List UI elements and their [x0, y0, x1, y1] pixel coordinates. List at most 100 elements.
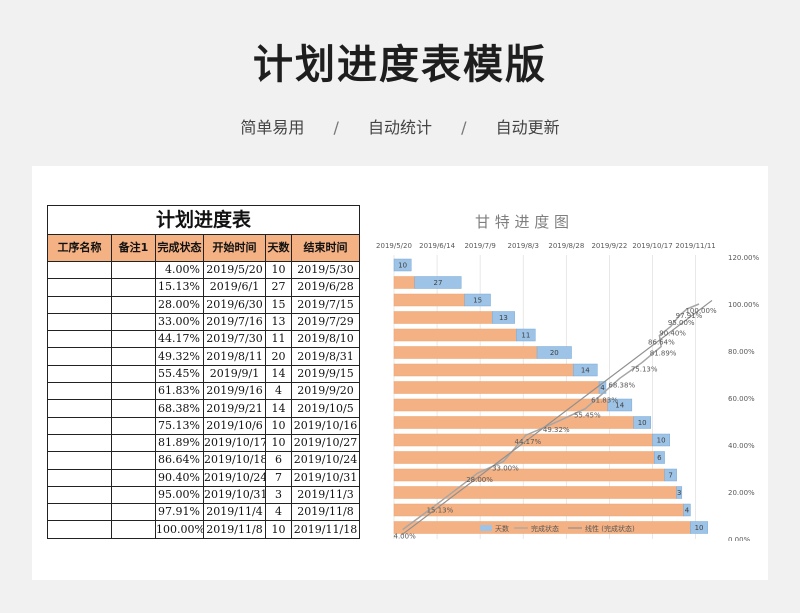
end-date-cell[interactable]: 2019/9/20 — [290, 382, 361, 401]
start-date-cell[interactable]: 2019/6/30 — [203, 295, 266, 314]
status-cell[interactable]: 81.89% — [155, 433, 204, 453]
days-cell[interactable]: 10 — [265, 520, 292, 539]
status-cell[interactable]: 75.13% — [155, 416, 204, 435]
days-cell[interactable]: 11 — [265, 330, 292, 349]
process-name-cell[interactable] — [47, 416, 112, 435]
process-name-cell[interactable] — [47, 260, 112, 280]
status-cell[interactable]: 95.00% — [155, 485, 204, 505]
status-cell[interactable]: 100.00% — [155, 520, 204, 539]
process-name-cell[interactable] — [47, 485, 112, 505]
note-cell[interactable] — [111, 416, 156, 435]
days-cell[interactable]: 13 — [265, 312, 292, 332]
end-date-cell[interactable]: 2019/8/31 — [290, 347, 361, 366]
note-cell[interactable] — [111, 312, 156, 332]
process-name-cell[interactable] — [47, 364, 112, 384]
start-date-cell[interactable]: 2019/10/18 — [203, 451, 266, 470]
completion-label: 49.32% — [543, 426, 570, 434]
process-name-cell[interactable] — [47, 451, 112, 470]
days-cell[interactable]: 7 — [265, 468, 292, 487]
start-date-cell[interactable]: 2019/11/4 — [203, 503, 266, 522]
end-date-cell[interactable]: 2019/10/31 — [290, 468, 361, 487]
status-cell[interactable]: 55.45% — [155, 364, 204, 384]
days-cell[interactable]: 4 — [265, 382, 292, 401]
note-cell[interactable] — [111, 278, 156, 297]
note-cell[interactable] — [111, 295, 156, 314]
start-date-cell[interactable]: 2019/11/8 — [203, 520, 266, 539]
days-cell[interactable]: 4 — [265, 503, 292, 522]
end-date-cell[interactable]: 2019/6/28 — [290, 278, 361, 297]
start-date-cell[interactable]: 2019/5/20 — [203, 260, 266, 280]
end-date-cell[interactable]: 2019/7/29 — [290, 312, 361, 332]
end-date-cell[interactable]: 2019/11/8 — [290, 503, 361, 522]
note-cell[interactable] — [111, 520, 156, 539]
start-date-cell[interactable]: 2019/8/11 — [203, 347, 266, 366]
end-date-cell[interactable]: 2019/9/15 — [290, 364, 361, 384]
process-name-cell[interactable] — [47, 347, 112, 366]
days-cell[interactable]: 14 — [265, 399, 292, 418]
status-cell[interactable]: 28.00% — [155, 295, 204, 314]
days-cell[interactable]: 27 — [265, 278, 292, 297]
status-cell[interactable]: 33.00% — [155, 312, 204, 332]
days-cell[interactable]: 6 — [265, 451, 292, 470]
note-cell[interactable] — [111, 330, 156, 349]
days-cell[interactable]: 10 — [265, 433, 292, 453]
process-name-cell[interactable] — [47, 295, 112, 314]
process-name-cell[interactable] — [47, 503, 112, 522]
start-date-cell[interactable]: 2019/7/16 — [203, 312, 266, 332]
status-cell[interactable]: 15.13% — [155, 278, 204, 297]
end-date-cell[interactable]: 2019/10/27 — [290, 433, 361, 453]
end-date-cell[interactable]: 2019/10/24 — [290, 451, 361, 470]
note-cell[interactable] — [111, 468, 156, 487]
note-cell[interactable] — [111, 260, 156, 280]
status-cell[interactable]: 61.83% — [155, 382, 204, 401]
end-date-cell[interactable]: 2019/11/3 — [290, 485, 361, 505]
start-date-cell[interactable]: 2019/9/1 — [203, 364, 266, 384]
note-cell[interactable] — [111, 451, 156, 470]
start-date-cell[interactable]: 2019/10/24 — [203, 468, 266, 487]
start-date-cell[interactable]: 2019/9/16 — [203, 382, 266, 401]
process-name-cell[interactable] — [47, 382, 112, 401]
end-date-cell[interactable]: 2019/10/5 — [290, 399, 361, 418]
days-cell[interactable]: 14 — [265, 364, 292, 384]
days-cell[interactable]: 20 — [265, 347, 292, 366]
process-name-cell[interactable] — [47, 278, 112, 297]
end-date-cell[interactable]: 2019/7/15 — [290, 295, 361, 314]
start-date-cell[interactable]: 2019/10/6 — [203, 416, 266, 435]
note-cell[interactable] — [111, 503, 156, 522]
status-cell[interactable]: 86.64% — [155, 451, 204, 470]
process-name-cell[interactable] — [47, 520, 112, 539]
start-date-cell[interactable]: 2019/10/31 — [203, 485, 266, 505]
status-cell[interactable]: 90.40% — [155, 468, 204, 487]
start-date-cell[interactable]: 2019/7/30 — [203, 330, 266, 349]
note-cell[interactable] — [111, 347, 156, 366]
days-cell[interactable]: 3 — [265, 485, 292, 505]
status-cell[interactable]: 68.38% — [155, 399, 204, 418]
note-cell[interactable] — [111, 382, 156, 401]
completion-label: 61.83% — [591, 397, 618, 405]
note-cell[interactable] — [111, 364, 156, 384]
days-cell[interactable]: 10 — [265, 416, 292, 435]
process-name-cell[interactable] — [47, 468, 112, 487]
process-name-cell[interactable] — [47, 433, 112, 453]
note-cell[interactable] — [111, 485, 156, 505]
days-cell[interactable]: 15 — [265, 295, 292, 314]
status-cell[interactable]: 97.91% — [155, 503, 204, 522]
process-name-cell[interactable] — [47, 312, 112, 332]
start-date-cell[interactable]: 2019/10/17 — [203, 433, 266, 453]
process-name-cell[interactable] — [47, 399, 112, 418]
start-date-cell[interactable]: 2019/6/1 — [203, 278, 266, 297]
note-cell[interactable] — [111, 433, 156, 453]
days-cell[interactable]: 10 — [265, 260, 292, 280]
completion-label: 86.64% — [648, 338, 675, 346]
end-date-cell[interactable]: 2019/10/16 — [290, 416, 361, 435]
end-date-cell[interactable]: 2019/11/18 — [290, 520, 361, 539]
start-date-cell[interactable]: 2019/9/21 — [203, 399, 266, 418]
status-cell[interactable]: 4.00% — [155, 260, 204, 280]
status-cell[interactable]: 44.17% — [155, 330, 204, 349]
status-cell[interactable]: 49.32% — [155, 347, 204, 366]
process-name-cell[interactable] — [47, 330, 112, 349]
end-date-cell[interactable]: 2019/5/30 — [290, 260, 361, 280]
note-cell[interactable] — [111, 399, 156, 418]
end-date-cell[interactable]: 2019/8/10 — [290, 330, 361, 349]
gantt-offset-bar — [393, 468, 665, 482]
